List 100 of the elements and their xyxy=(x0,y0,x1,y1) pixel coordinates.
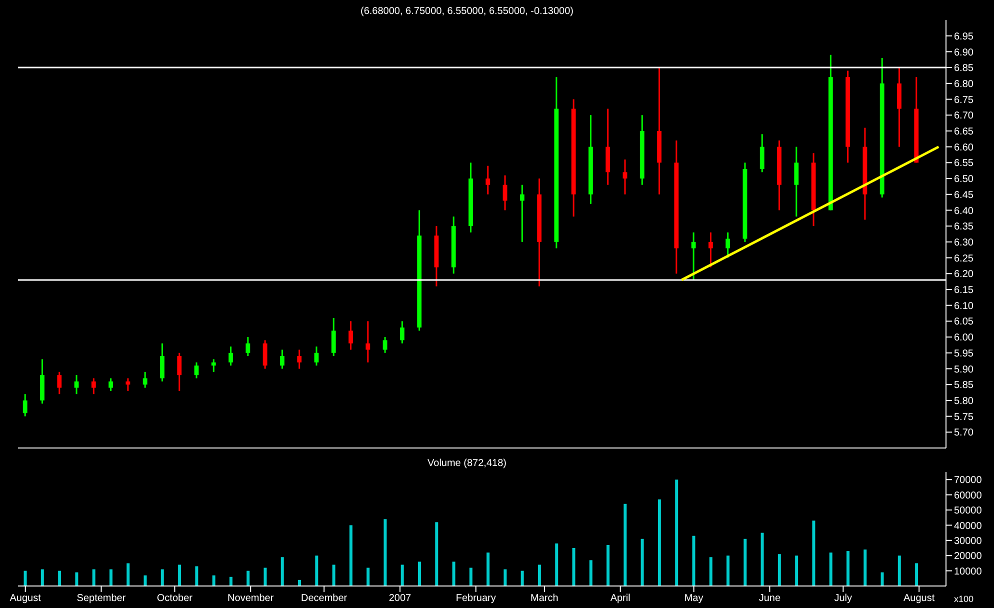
y-tick-label: 5.70 xyxy=(954,428,974,439)
y-tick-label: 6.35 xyxy=(954,222,974,233)
candlestick xyxy=(366,320,370,364)
bar xyxy=(812,520,816,586)
bar xyxy=(538,564,541,586)
y-tick-label: 6.10 xyxy=(954,300,974,312)
chart-title: (6.68000, 6.75000, 6.55000, 6.55000, -0.13000) xyxy=(360,6,574,17)
candlestick xyxy=(400,320,404,344)
bar xyxy=(520,570,524,586)
candlestick xyxy=(262,339,268,370)
bar xyxy=(264,568,267,586)
y-tick-label: 6.90 xyxy=(954,47,974,58)
y-tick-label: 5.85 xyxy=(954,380,974,392)
candlestick xyxy=(348,320,353,350)
y-tick-label: 6.50 xyxy=(954,174,974,186)
x-tick-label: February xyxy=(456,593,496,604)
y-tick-label: 5.75 xyxy=(954,412,974,423)
candlestick xyxy=(160,342,164,382)
y-tick-label: 6.85 xyxy=(954,63,974,74)
x-tick-label: November xyxy=(228,593,274,604)
y-tick-label: 60000 xyxy=(954,490,982,502)
x-tick-label: October xyxy=(156,593,194,604)
y-tick-label: 6.25 xyxy=(954,253,974,264)
y-tick-label: 50000 xyxy=(954,506,982,517)
bar xyxy=(606,544,610,586)
x-tick-label: May xyxy=(684,593,704,604)
bar xyxy=(58,570,62,586)
y-tick-label: 6.65 xyxy=(954,126,974,138)
bar xyxy=(880,572,884,586)
bar xyxy=(589,560,592,586)
bar xyxy=(178,564,182,586)
bar xyxy=(452,562,456,586)
bar xyxy=(418,562,421,586)
bar xyxy=(692,536,696,586)
x-tick-label: August xyxy=(903,593,935,604)
chart-title: Volume (872,418) xyxy=(428,458,506,469)
bar xyxy=(486,552,490,586)
bar xyxy=(504,569,507,586)
x-tick-label: March xyxy=(530,593,558,604)
x-tick-label: 2007 xyxy=(388,593,412,604)
bar xyxy=(675,480,678,586)
x-tick-label: December xyxy=(301,593,348,604)
bar xyxy=(555,543,558,586)
y-tick-label: 30000 xyxy=(954,536,982,547)
y-tick-label: 6.75 xyxy=(954,94,974,106)
y-tick-label: 6.40 xyxy=(954,206,974,217)
bar xyxy=(40,569,44,586)
candlestick xyxy=(177,352,182,392)
bar xyxy=(624,504,627,586)
candlestick xyxy=(91,378,96,395)
y-tick-label: 6.30 xyxy=(954,237,974,248)
bar xyxy=(366,568,370,586)
y-tick-label: 6.70 xyxy=(954,110,974,122)
bar xyxy=(384,519,387,586)
x-tick-label: August xyxy=(10,593,42,604)
bar xyxy=(572,548,576,586)
candlestick xyxy=(314,346,319,366)
candlestick xyxy=(794,146,799,218)
candlestick xyxy=(57,371,62,395)
bar xyxy=(75,572,78,586)
bar xyxy=(709,557,712,586)
bar xyxy=(212,575,216,586)
bar xyxy=(898,556,901,586)
candlestick xyxy=(74,374,79,395)
bar xyxy=(846,551,850,586)
bar xyxy=(400,564,404,586)
bar xyxy=(760,532,764,586)
x-tick-label: June xyxy=(758,593,781,604)
bar xyxy=(795,556,798,586)
y-tick-label: 6.55 xyxy=(954,158,974,170)
bar xyxy=(658,499,661,586)
y-tick-label: 6.05 xyxy=(954,316,974,328)
y-tick-label: 20000 xyxy=(954,551,982,562)
bar xyxy=(469,568,472,586)
bar xyxy=(92,569,96,586)
y-tick-label: 10000 xyxy=(954,566,982,578)
bar xyxy=(778,554,781,586)
y-tick-label: 5.90 xyxy=(954,364,974,376)
candlestick xyxy=(228,346,233,366)
candlestick xyxy=(142,371,148,389)
bar xyxy=(109,569,112,586)
bar xyxy=(349,525,352,586)
bar xyxy=(160,569,164,586)
bar xyxy=(195,566,198,586)
y-tick-label: 6.20 xyxy=(954,269,974,280)
candlestick xyxy=(331,317,336,357)
y-tick-label: 6.60 xyxy=(954,142,974,154)
bar xyxy=(435,522,438,586)
candlestick xyxy=(691,232,696,281)
candlestick xyxy=(382,336,388,354)
bar xyxy=(864,550,867,586)
candlestick xyxy=(486,165,490,196)
y-tick-label: 40000 xyxy=(954,520,982,532)
candlestick xyxy=(211,358,216,373)
bar xyxy=(298,580,302,586)
bar xyxy=(126,563,130,586)
x-tick-label: April xyxy=(610,593,630,604)
candlestick xyxy=(108,378,114,392)
bar xyxy=(744,538,747,586)
bar xyxy=(915,563,918,586)
